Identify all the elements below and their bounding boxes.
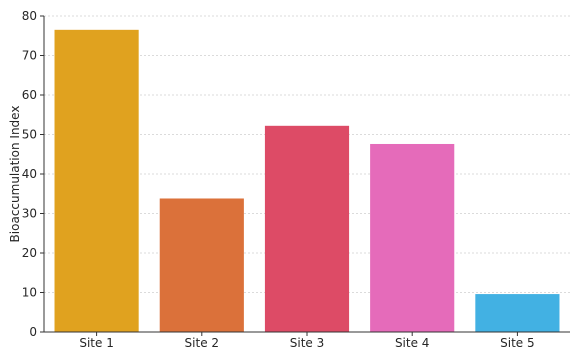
y-tick-label: 80: [22, 9, 37, 23]
x-tick-label: Site 2: [185, 336, 220, 347]
bar: [475, 294, 560, 332]
y-tick-label: 0: [29, 325, 37, 339]
y-tick-label: 60: [22, 88, 37, 102]
y-tick-label: 40: [22, 167, 37, 181]
x-tick-label: Site 5: [500, 336, 535, 347]
x-tick-label: Site 4: [395, 336, 430, 347]
bar: [264, 125, 350, 332]
y-tick-label: 30: [22, 207, 37, 221]
x-tick-label: Site 1: [79, 336, 114, 347]
x-tick-label: Site 3: [290, 336, 325, 347]
y-tick-label: 10: [22, 286, 37, 300]
y-tick-label: 50: [22, 128, 37, 142]
x-ticks: Site 1 Site 2 Site 3 Site 4 Site 5: [79, 332, 535, 347]
bar: [370, 143, 455, 332]
bars: [54, 29, 560, 332]
y-axis-label: Bioaccumulation Index: [8, 106, 22, 243]
y-tick-label: 70: [22, 49, 37, 63]
bar: [159, 198, 244, 332]
y-tick-label: 20: [22, 246, 37, 260]
bar: [54, 29, 139, 332]
y-ticks: 0 10 20 30 40 50 60 70 80: [22, 9, 44, 339]
